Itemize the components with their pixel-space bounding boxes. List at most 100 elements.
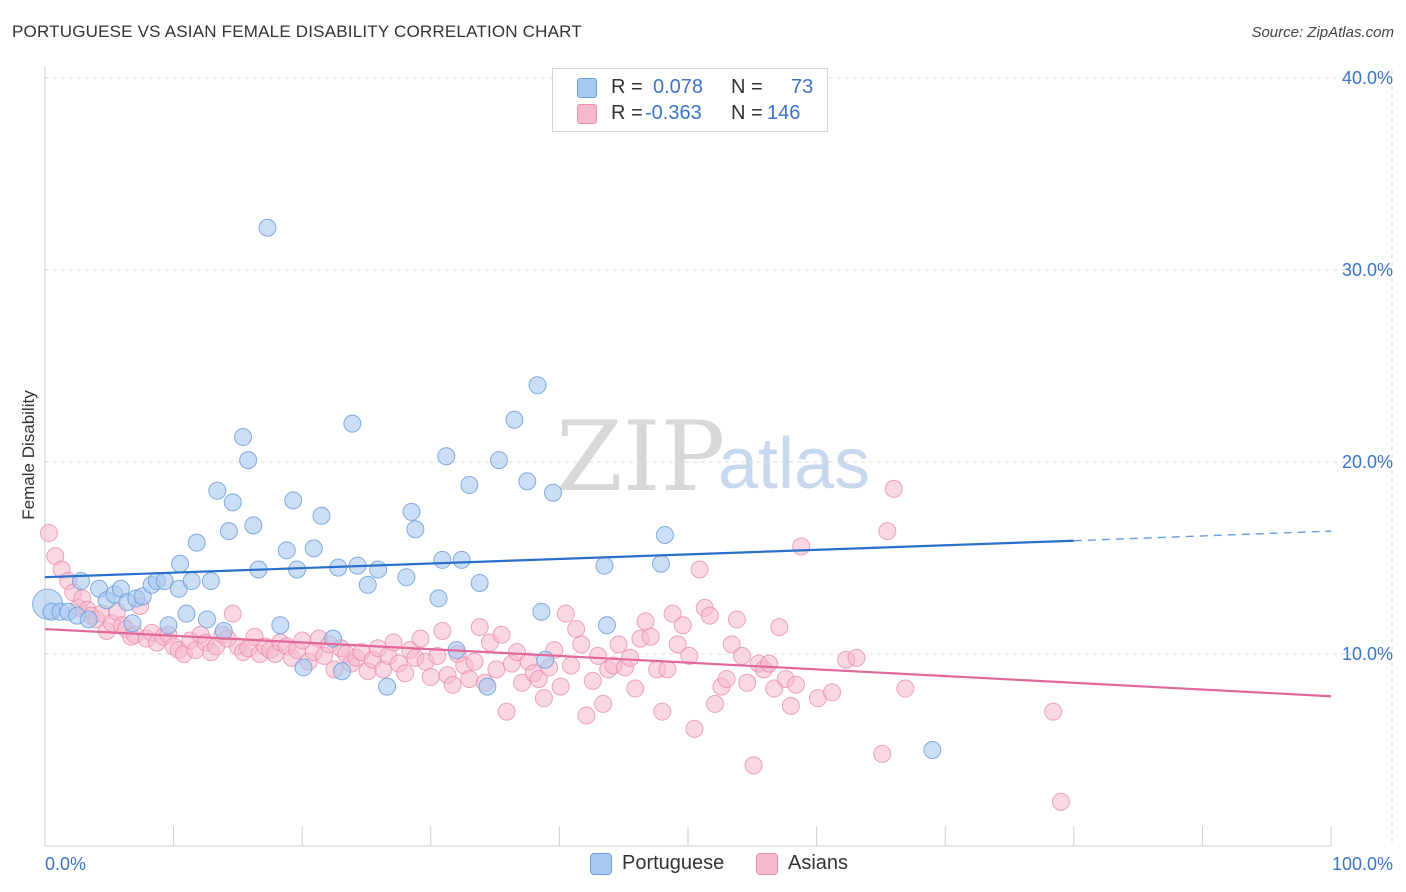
portuguese-point	[595, 556, 614, 575]
portuguese-point	[312, 506, 331, 525]
y-tick-label-30: 30.0%	[1342, 260, 1393, 280]
asians-point	[896, 679, 915, 698]
asians-point	[823, 683, 842, 702]
asians-point	[513, 673, 532, 692]
portuguese-point	[208, 481, 227, 500]
asians-point	[878, 522, 897, 541]
legend-r-value-asians: -0.363	[645, 102, 702, 124]
portuguese-point	[651, 554, 670, 573]
asians-point	[433, 621, 452, 640]
portuguese-point	[284, 491, 303, 510]
asians-point	[561, 656, 580, 675]
asians-point	[443, 675, 462, 694]
asians-point	[534, 689, 553, 708]
series-label-portuguese: Portuguese	[622, 852, 725, 874]
portuguese-point	[219, 522, 238, 541]
asians-point	[727, 610, 746, 629]
portuguese-point	[277, 541, 296, 560]
portuguese-point	[214, 621, 233, 640]
asians-point	[847, 648, 866, 667]
portuguese-point	[518, 472, 537, 491]
portuguese-point	[79, 610, 98, 629]
portuguese-point	[433, 550, 452, 569]
portuguese-point	[171, 554, 190, 573]
portuguese-point	[532, 602, 551, 621]
grid-lines	[45, 70, 1393, 846]
asians-point	[609, 635, 628, 654]
portuguese-point	[489, 451, 508, 470]
portuguese-point	[182, 572, 201, 591]
x-tick-label-end: 100.0%	[1332, 854, 1393, 874]
asians-point	[653, 702, 672, 721]
asians-point	[717, 669, 736, 688]
watermark-zip: ZIP	[556, 401, 725, 513]
asians-point	[621, 648, 640, 667]
portuguese-point	[304, 539, 323, 558]
asians-point	[465, 652, 484, 671]
asians-point	[551, 677, 570, 696]
portuguese-point	[187, 533, 206, 552]
portuguese-point	[655, 525, 674, 544]
asians-point	[658, 660, 677, 679]
portuguese-point	[333, 662, 352, 681]
portuguese-point	[223, 493, 242, 512]
portuguese-point	[543, 483, 562, 502]
asians-point	[567, 620, 586, 639]
asians-point	[685, 719, 704, 738]
y-tick-label-40: 40.0%	[1342, 68, 1393, 88]
asians-point	[733, 646, 752, 665]
asians-point	[583, 671, 602, 690]
asians-point	[223, 604, 242, 623]
asians-points	[39, 479, 1070, 811]
legend-n-label: N =	[731, 76, 763, 98]
asians-point	[722, 635, 741, 654]
legend-swatch-asians	[577, 104, 597, 124]
asians-point	[497, 702, 516, 721]
portuguese-point	[294, 658, 313, 677]
asians-point	[738, 673, 757, 692]
asians-point	[760, 654, 779, 673]
portuguese-point	[271, 616, 290, 635]
asians-point	[507, 643, 526, 662]
asians-point	[470, 618, 489, 637]
watermark: ZIP atlas	[556, 401, 870, 513]
asians-point	[556, 604, 575, 623]
portuguese-trend-extension	[1073, 530, 1332, 542]
portuguese-point	[159, 616, 178, 635]
portuguese-point	[505, 410, 524, 429]
portuguese-point	[478, 677, 497, 696]
asians-point	[588, 646, 607, 665]
y-tick-label-20: 20.0%	[1342, 452, 1393, 472]
portuguese-point	[406, 520, 425, 539]
portuguese-point	[378, 677, 397, 696]
portuguese-point	[198, 610, 217, 629]
portuguese-point	[343, 414, 362, 433]
asians-point	[594, 694, 613, 713]
portuguese-point	[244, 516, 263, 535]
asians-point	[765, 679, 784, 698]
x-tick-label-start: 0.0%	[45, 854, 86, 874]
portuguese-point	[429, 589, 448, 608]
portuguese-point	[358, 575, 377, 594]
asians-point	[663, 604, 682, 623]
asians-point	[690, 560, 709, 579]
correlation-legend: R = 0.078 N = 73 R = -0.363 N = 146	[552, 68, 828, 132]
portuguese-point	[258, 218, 277, 237]
tick-labels: 10.0% 20.0% 30.0% 40.0% 0.0% 100.0%	[45, 68, 1393, 874]
portuguese-point	[397, 568, 416, 587]
legend-r-value-portuguese: 0.078	[653, 76, 704, 98]
asians-point	[770, 618, 789, 637]
legend-n-value-asians: 146	[767, 102, 801, 124]
trend-lines	[44, 530, 1332, 698]
asians-point	[39, 524, 58, 543]
asians-point	[577, 706, 596, 725]
legend-swatch-portuguese	[577, 78, 597, 98]
asians-trend-line	[44, 627, 1332, 698]
asians-point	[706, 694, 725, 713]
asians-point	[626, 679, 645, 698]
legend-r-label: R =	[611, 76, 643, 98]
legend-n-label: N =	[731, 102, 763, 124]
portuguese-point	[234, 428, 253, 447]
asians-point	[487, 660, 506, 679]
